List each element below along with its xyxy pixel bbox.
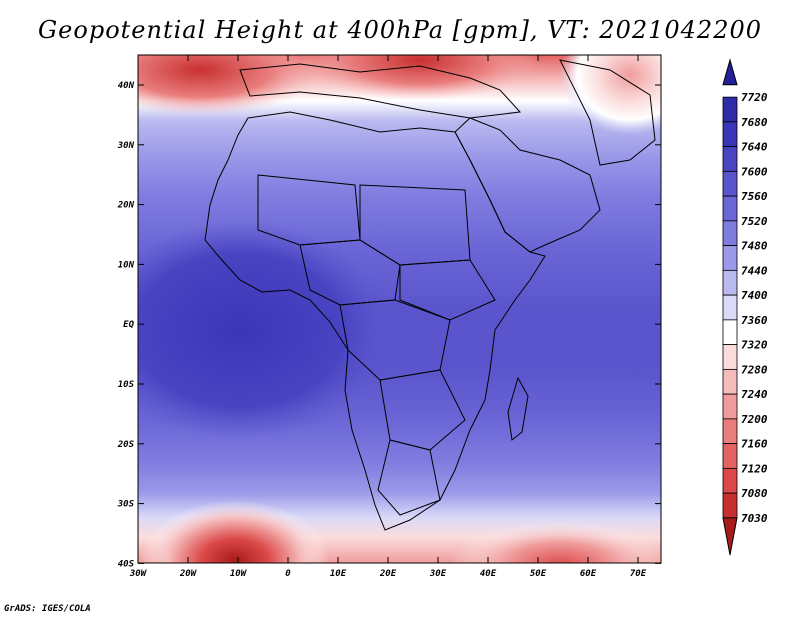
colorbar-label: 7200 [741,413,768,426]
colorbar-cell [722,294,738,321]
colorbar-label: 7400 [741,289,768,302]
plot-frame [137,54,662,564]
map-title: Geopotential Height at 400hPa [gpm], VT:… [38,16,762,44]
lon-tick-label: 0 [285,569,291,579]
colorbar-label: 7600 [741,165,768,178]
longitude-axis: 30W 20W 10W 0 10E 20E 30E 40E 50E 60E 70E [129,55,647,579]
colorbar-cell [722,393,738,420]
colorbar-cell [722,96,738,123]
lon-tick-label: 20W [179,569,198,579]
colorbar-cell [722,492,738,519]
lon-tick-label: 30E [429,569,447,579]
lat-tick-label: 10N [118,260,135,270]
colorbar-cell [722,170,738,197]
lat-tick-label: 40S [118,559,135,569]
colorbar-label: 7720 [741,91,768,104]
colorbar-cell [722,195,738,222]
colorbar-label: 7640 [741,141,768,154]
colorbar-cell [722,368,738,395]
colorbar-cell [722,121,738,148]
colorbar-cell [722,245,738,271]
colorbar-cell [722,443,738,469]
credit-text: GrADS: IGES/COLA [4,604,91,614]
colorbar-label: 7160 [741,438,768,451]
lon-tick-label: 60E [580,569,597,579]
lat-tick-label: 10S [118,380,135,390]
colorbar-label: 7440 [741,264,768,277]
lon-tick-label: 10W [230,569,248,579]
colorbar-label: 7320 [741,339,768,352]
colorbar-label: 7480 [741,240,768,253]
colorbar-label: 7030 [741,512,768,525]
coastlines [204,59,656,531]
lon-tick-label: 70E [630,569,647,579]
lon-tick-label: 30W [129,569,148,579]
latitude-axis: 40N 30N 20N 10N EQ 10S 20S 30S 40S [117,81,661,569]
colorbar-cell [722,220,738,247]
colorbar-cell [722,146,738,172]
colorbar-cell [722,269,738,296]
colorbar-label: 7080 [741,487,768,500]
colorbar-label: 7120 [741,462,768,475]
lat-tick-label: 30N [117,141,135,151]
lat-tick-label: 20S [117,440,135,450]
lat-tick-label: 20N [117,201,135,211]
colorbar-label: 7560 [741,190,768,203]
colorbar-cell [722,467,738,494]
colorbar-cell [722,344,738,370]
lat-tick-label: 40N [118,81,135,91]
lat-tick-label: EQ [123,320,134,330]
lon-tick-label: 10E [330,569,347,579]
colorbar-label: 7360 [741,314,768,327]
colorbar-label: 7520 [741,215,768,228]
colorbar-cell [722,319,738,346]
lat-tick-label: 30S [117,500,135,510]
height-field [138,55,661,563]
lon-tick-label: 40E [480,569,497,579]
colorbar: 7720 7680 7640 7600 7560 7520 7480 7440 7400 7360… [722,58,768,556]
colorbar-cell [722,418,738,445]
colorbar-bottom-arrow [722,517,738,556]
colorbar-label: 7240 [741,388,768,401]
lon-tick-label: 20E [379,569,397,579]
colorbar-label: 7280 [741,363,768,376]
colorbar-label: 7680 [741,116,768,129]
colorbar-top-arrow [722,58,738,86]
lon-tick-label: 50E [530,569,547,579]
